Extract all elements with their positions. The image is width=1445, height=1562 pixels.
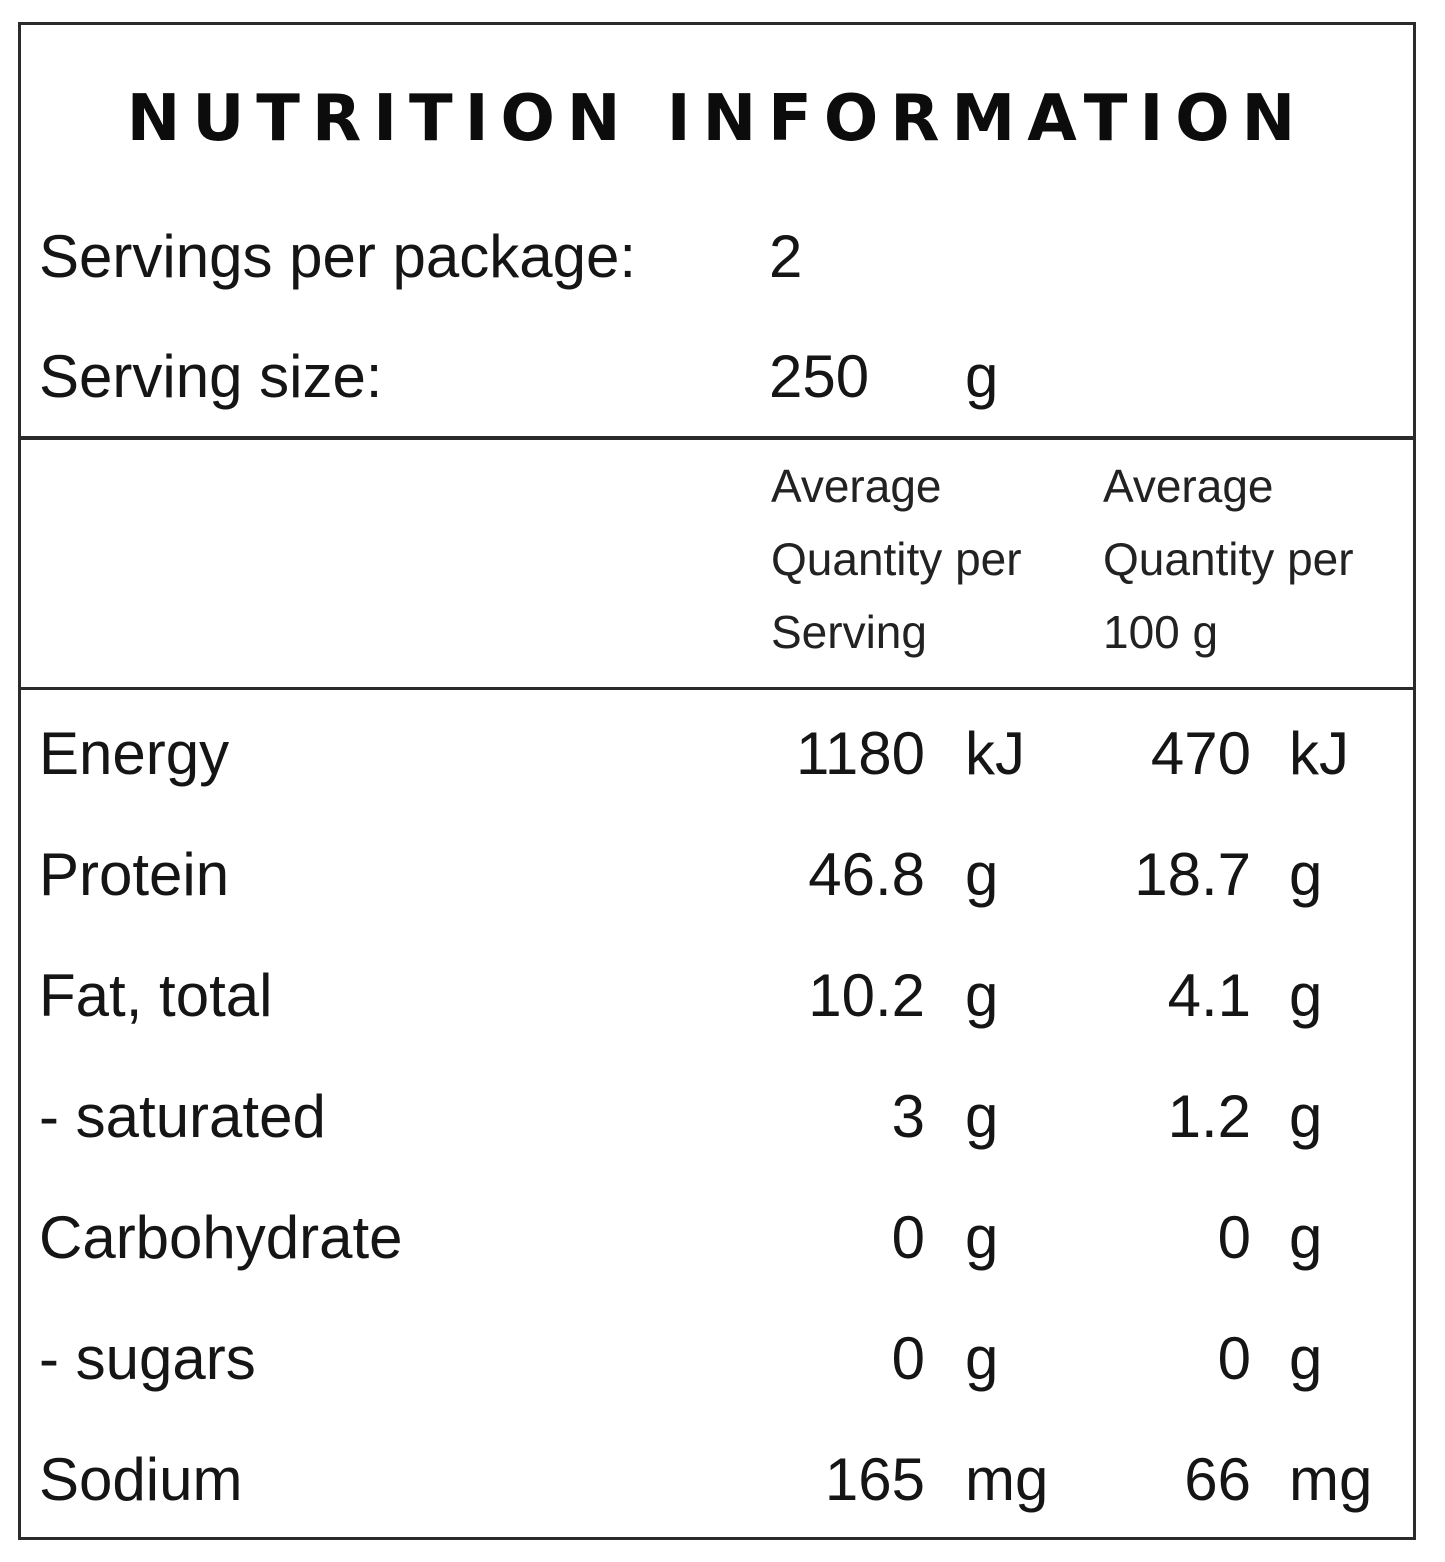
- serving-size-unit: g: [965, 343, 999, 410]
- per-100g-value: 4.1: [1167, 962, 1251, 1029]
- per-100g-unit: g: [1289, 1204, 1323, 1271]
- divider-top: [21, 436, 1413, 440]
- per-100g-unit: g: [1289, 962, 1323, 1029]
- per-serving-unit: g: [965, 1325, 999, 1392]
- per-100g-value: 470: [1150, 720, 1251, 787]
- column-header-line: Serving: [771, 606, 927, 658]
- per-serving-value: 10.2: [808, 962, 925, 1029]
- per-serving-value: 0: [891, 1204, 925, 1271]
- per-serving-unit: kJ: [965, 720, 1025, 787]
- column-header-per-serving: Average Quantity per Serving: [771, 450, 1022, 669]
- nutrient-name: - sugars: [39, 1325, 256, 1392]
- nutrient-name: Energy: [39, 720, 230, 787]
- per-serving-unit: g: [965, 1083, 999, 1150]
- per-100g-unit: kJ: [1289, 720, 1349, 787]
- per-serving-value: 46.8: [808, 841, 925, 908]
- servings-per-package-value: 2: [769, 223, 803, 290]
- per-serving-value: 0: [891, 1325, 925, 1392]
- per-serving-unit: g: [965, 1204, 999, 1271]
- per-100g-unit: g: [1289, 1325, 1323, 1392]
- per-100g-value: 1.2: [1167, 1083, 1251, 1150]
- per-100g-value: 18.7: [1134, 841, 1251, 908]
- per-serving-unit: g: [965, 962, 999, 1029]
- nutrient-name: Carbohydrate: [39, 1204, 403, 1271]
- per-serving-value: 1180: [795, 720, 925, 787]
- per-100g-unit: g: [1289, 841, 1323, 908]
- nutrient-name: - saturated: [39, 1083, 326, 1150]
- per-100g-unit: g: [1289, 1083, 1323, 1150]
- serving-size-label: Serving size:: [39, 343, 383, 410]
- per-100g-unit: mg: [1289, 1446, 1373, 1513]
- column-header-line: Average: [771, 460, 942, 512]
- column-header-line: 100 g: [1103, 606, 1219, 658]
- serving-size-value: 250: [769, 343, 870, 410]
- servings-per-package-label: Servings per package:: [39, 223, 637, 290]
- nutrient-name: Fat, total: [39, 962, 273, 1029]
- per-100g-value: 0: [1217, 1204, 1251, 1271]
- per-serving-value: 3: [891, 1083, 925, 1150]
- column-header-per-100g: Average Quantity per 100 g: [1103, 450, 1354, 669]
- column-header-line: Quantity per: [771, 533, 1022, 585]
- column-header-line: Average: [1103, 460, 1274, 512]
- nutrition-panel: NUTRITION INFORMATION Servings per packa…: [18, 22, 1416, 1540]
- divider-header: [21, 687, 1413, 690]
- nutrient-name: Sodium: [39, 1446, 243, 1513]
- nutrient-name: Protein: [39, 841, 230, 908]
- column-header-line: Quantity per: [1103, 533, 1354, 585]
- per-100g-value: 66: [1184, 1446, 1251, 1513]
- per-serving-unit: mg: [965, 1446, 1049, 1513]
- per-100g-value: 0: [1217, 1325, 1251, 1392]
- per-serving-unit: g: [965, 841, 999, 908]
- per-serving-value: 165: [824, 1446, 925, 1513]
- panel-title: NUTRITION INFORMATION: [126, 82, 1308, 156]
